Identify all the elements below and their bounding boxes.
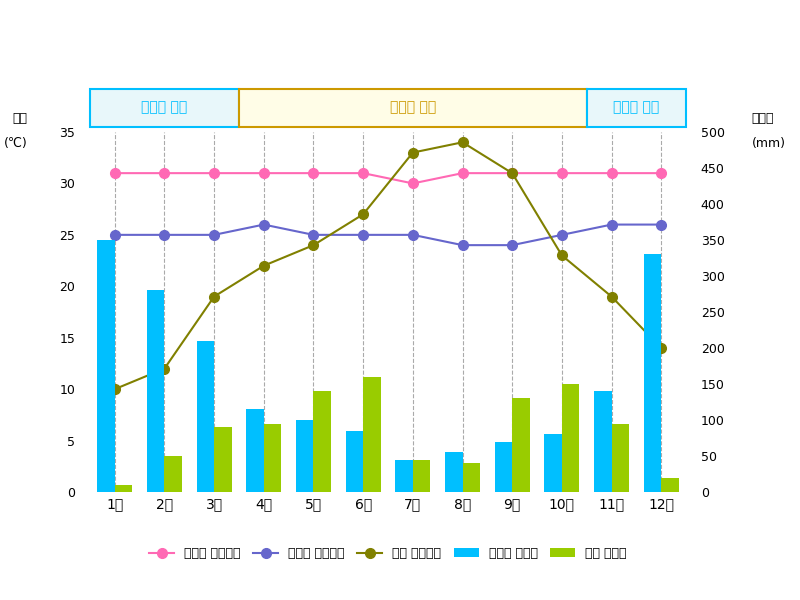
Text: (mm): (mm) [751,137,786,150]
Text: バリ島 仾季: バリ島 仾季 [390,100,436,114]
Bar [296,420,314,492]
Text: (℃): (℃) [4,137,28,150]
Bar [462,463,480,492]
Bar [214,427,231,492]
Bar [147,290,165,492]
Text: バリ島 雨季: バリ島 雨季 [142,100,187,114]
Bar [445,452,462,492]
Bar [662,478,678,492]
Bar [395,460,413,492]
Text: 気温: 気温 [13,112,28,125]
Bar [611,424,629,492]
Bar [246,409,264,492]
Bar [644,254,662,492]
Bar [98,240,114,492]
Bar [495,442,512,492]
Bar [264,424,281,492]
Legend: バリ島 最高気温, バリ島 最低気温, 東京 平均気温, バリ島 降水量, 東京 降水量: バリ島 最高気温, バリ島 最低気温, 東京 平均気温, バリ島 降水量, 東京… [144,542,632,565]
Text: 降水量: 降水量 [751,112,774,125]
Bar [512,398,530,492]
Bar [363,377,381,492]
Bar [346,431,363,492]
Bar [562,384,579,492]
Bar [314,391,331,492]
Bar [90,89,239,127]
Bar [594,391,611,492]
Bar [114,485,132,492]
Bar [239,89,586,127]
Text: バリ島 雨季: バリ島 雨季 [614,100,659,114]
Bar [413,460,430,492]
Bar [545,434,562,492]
Bar [165,456,182,492]
Bar [586,89,686,127]
Bar [197,341,214,492]
